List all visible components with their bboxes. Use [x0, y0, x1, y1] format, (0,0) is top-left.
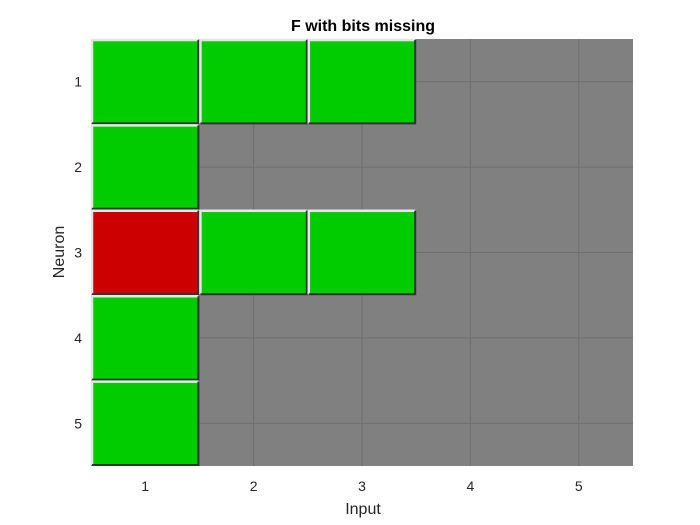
- cell-fill: [92, 296, 199, 380]
- cell-shadow: [200, 40, 308, 125]
- y-axis-label: Neuron: [51, 226, 68, 278]
- cell-fill: [92, 210, 199, 295]
- cell-n4-i1: [90, 294, 200, 381]
- cell-shadow: [92, 381, 200, 466]
- cell-shadow: [92, 296, 200, 381]
- cell-fill: [308, 40, 416, 124]
- cell-highlight: [90, 124, 199, 209]
- cell-shadow: [308, 40, 417, 125]
- cell-fill: [92, 125, 199, 209]
- x-tick-label: 3: [358, 478, 366, 494]
- cell-fill: [200, 40, 307, 124]
- cell-n3-i3: [307, 209, 417, 296]
- y-tick-label: 3: [74, 245, 82, 261]
- cell-shadow: [92, 210, 200, 296]
- x-tick-label: 2: [250, 478, 258, 494]
- cell-shadow: [200, 210, 308, 296]
- y-tick-labels: 1 2 3 4 5: [74, 74, 82, 432]
- cell-fill: [92, 381, 199, 465]
- x-tick-labels: 1 2 3 4 5: [141, 478, 583, 494]
- cell-n1-i1: [90, 38, 200, 125]
- cell-shadow: [308, 210, 417, 296]
- cell-shadow: [92, 40, 200, 125]
- cell-n3-i1: [90, 209, 200, 296]
- x-tick-label: 4: [467, 478, 475, 494]
- chart-title: F with bits missing: [291, 18, 435, 35]
- cell-fill: [308, 210, 416, 295]
- cell-highlight: [90, 294, 199, 380]
- cell-n3-i2: [199, 209, 308, 296]
- y-tick-label: 4: [74, 330, 82, 346]
- cell-highlight: [90, 209, 199, 295]
- y-tick-label: 1: [74, 74, 82, 90]
- cell-n2-i1: [90, 124, 200, 210]
- x-tick-label: 5: [575, 478, 583, 494]
- x-tick-label: 1: [141, 478, 149, 494]
- cell-shadow: [92, 125, 200, 210]
- cell-highlight: [307, 38, 416, 124]
- cell-highlight: [199, 38, 307, 124]
- cell-fill: [92, 40, 199, 124]
- cell-highlight: [199, 209, 307, 295]
- cell-fill: [200, 210, 307, 295]
- y-tick-label: 2: [74, 159, 82, 175]
- cell-n5-i1: [90, 380, 200, 466]
- cell-highlight: [90, 38, 199, 124]
- cell-highlight: [307, 209, 416, 295]
- cell-n1-i2: [199, 38, 308, 125]
- y-tick-label: 5: [74, 415, 82, 431]
- cell-highlight: [90, 380, 199, 465]
- cell-n1-i3: [307, 38, 417, 125]
- cells: [90, 38, 417, 466]
- x-axis-label: Input: [345, 501, 381, 518]
